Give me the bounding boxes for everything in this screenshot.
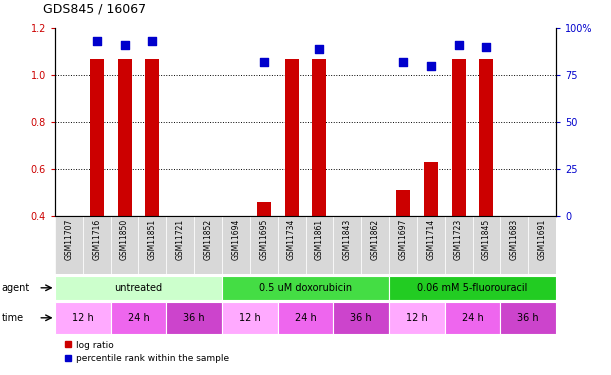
Bar xyxy=(500,216,528,274)
Bar xyxy=(166,216,194,274)
Text: 36 h: 36 h xyxy=(350,313,372,323)
Point xyxy=(454,42,464,48)
Bar xyxy=(389,276,556,300)
Text: GSM11723: GSM11723 xyxy=(454,219,463,260)
Point xyxy=(120,42,130,48)
Bar xyxy=(55,276,222,300)
Text: GSM11707: GSM11707 xyxy=(64,219,73,260)
Bar xyxy=(139,216,166,274)
Bar xyxy=(480,58,494,216)
Bar xyxy=(145,58,159,216)
Bar xyxy=(528,216,556,274)
Text: GSM11721: GSM11721 xyxy=(176,219,185,260)
Text: agent: agent xyxy=(2,283,30,293)
Bar xyxy=(222,302,277,334)
Bar xyxy=(285,58,299,216)
Bar xyxy=(277,216,306,274)
Bar xyxy=(424,162,437,216)
Bar xyxy=(83,216,111,274)
Text: time: time xyxy=(2,313,24,323)
Text: 24 h: 24 h xyxy=(462,313,483,323)
Bar xyxy=(452,58,466,216)
Text: GDS845 / 16067: GDS845 / 16067 xyxy=(43,2,146,15)
Point xyxy=(315,46,324,52)
Point xyxy=(398,59,408,65)
Bar xyxy=(396,190,410,216)
Text: GSM11683: GSM11683 xyxy=(510,219,519,260)
Point xyxy=(287,18,296,24)
Bar xyxy=(312,58,326,216)
Point xyxy=(147,38,157,44)
Text: GSM11714: GSM11714 xyxy=(426,219,435,260)
Text: 0.06 mM 5-fluorouracil: 0.06 mM 5-fluorouracil xyxy=(417,283,528,293)
Text: GSM11734: GSM11734 xyxy=(287,219,296,260)
Text: GSM11695: GSM11695 xyxy=(259,219,268,260)
Text: 12 h: 12 h xyxy=(72,313,93,323)
Bar xyxy=(90,58,104,216)
Bar xyxy=(250,216,277,274)
Bar xyxy=(117,58,131,216)
Bar xyxy=(417,216,445,274)
Bar xyxy=(389,302,445,334)
Text: 12 h: 12 h xyxy=(406,313,428,323)
Bar xyxy=(500,302,556,334)
Bar xyxy=(55,302,111,334)
Text: GSM11850: GSM11850 xyxy=(120,219,129,260)
Bar xyxy=(222,276,389,300)
Text: untreated: untreated xyxy=(114,283,163,293)
Text: 12 h: 12 h xyxy=(239,313,261,323)
Bar xyxy=(334,302,389,334)
Bar xyxy=(111,302,166,334)
Text: GSM11716: GSM11716 xyxy=(92,219,101,260)
Bar xyxy=(306,216,334,274)
Bar xyxy=(194,216,222,274)
Point xyxy=(481,44,491,50)
Text: GSM11697: GSM11697 xyxy=(398,219,408,260)
Text: GSM11861: GSM11861 xyxy=(315,219,324,260)
Text: GSM11843: GSM11843 xyxy=(343,219,352,260)
Text: 24 h: 24 h xyxy=(295,313,316,323)
Text: GSM11694: GSM11694 xyxy=(232,219,240,260)
Bar xyxy=(257,201,271,216)
Bar xyxy=(166,302,222,334)
Bar xyxy=(277,302,334,334)
Bar xyxy=(361,216,389,274)
Bar xyxy=(222,216,250,274)
Text: GSM11862: GSM11862 xyxy=(371,219,379,260)
Bar xyxy=(111,216,139,274)
Bar xyxy=(472,216,500,274)
Bar xyxy=(389,216,417,274)
Point xyxy=(259,59,269,65)
Text: GSM11851: GSM11851 xyxy=(148,219,157,260)
Bar xyxy=(55,216,83,274)
Text: GSM11691: GSM11691 xyxy=(538,219,547,260)
Text: 24 h: 24 h xyxy=(128,313,149,323)
Bar xyxy=(445,216,472,274)
Text: 36 h: 36 h xyxy=(518,313,539,323)
Text: 0.5 uM doxorubicin: 0.5 uM doxorubicin xyxy=(259,283,352,293)
Text: GSM11845: GSM11845 xyxy=(482,219,491,260)
Text: 36 h: 36 h xyxy=(183,313,205,323)
Point xyxy=(426,63,436,69)
Point xyxy=(92,38,101,44)
Bar xyxy=(334,216,361,274)
Text: GSM11852: GSM11852 xyxy=(203,219,213,260)
Bar xyxy=(445,302,500,334)
Legend: log ratio, percentile rank within the sample: log ratio, percentile rank within the sa… xyxy=(59,337,233,367)
